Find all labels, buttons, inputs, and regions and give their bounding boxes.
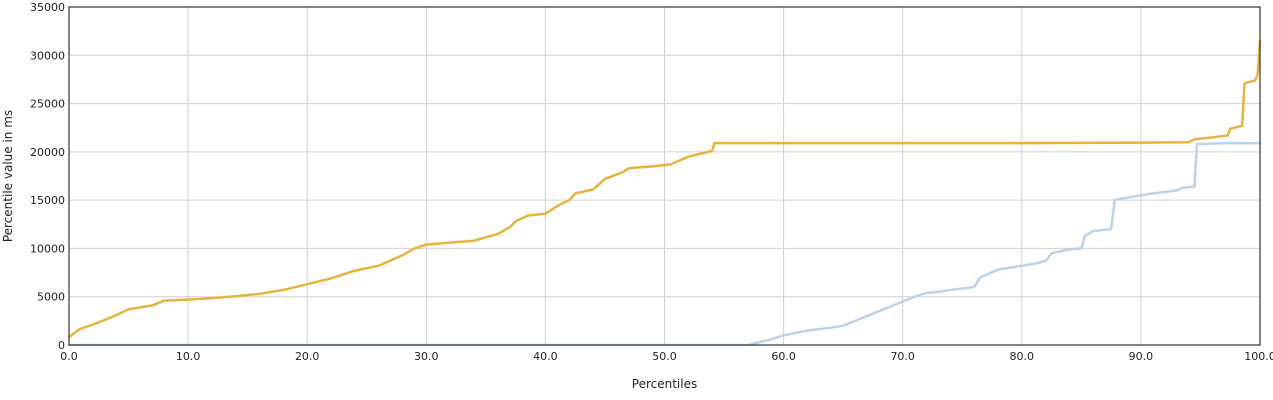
series-line-1 <box>67 39 1262 339</box>
x-tick-label: 60.0 <box>771 350 796 363</box>
plot-frame <box>68 6 1261 346</box>
y-tick-label: 25000 <box>30 98 65 111</box>
x-tick-label: 10.0 <box>176 350 201 363</box>
y-tick-label: 20000 <box>30 146 65 159</box>
x-tick-label: 0.0 <box>60 350 78 363</box>
x-tick-label: 80.0 <box>1010 350 1035 363</box>
x-axis-ticks: 0.0 10.0 20.0 30.0 40.0 50.0 60.0 70.0 80.0 90.0 1… <box>60 350 1273 363</box>
y-tick-label: 30000 <box>30 49 65 62</box>
y-axis-ticks: 0 5000 10000 15000 20000 25000 30000 35000 <box>30 1 65 352</box>
y-tick-label: 10000 <box>30 242 65 255</box>
x-tick-label: 90.0 <box>1129 350 1154 363</box>
y-tick-label: 0 <box>58 339 65 352</box>
x-tick-label: 100.0 <box>1244 350 1273 363</box>
y-tick-label: 15000 <box>30 194 65 207</box>
y-tick-label: 5000 <box>37 291 65 304</box>
y-axis-title: Percentile value in ms <box>1 110 15 242</box>
x-tick-label: 20.0 <box>295 350 320 363</box>
x-tick-label: 50.0 <box>652 350 677 363</box>
x-tick-label: 30.0 <box>414 350 439 363</box>
series-layer <box>67 39 1262 347</box>
y-tick-label: 35000 <box>30 1 65 14</box>
x-tick-label: 40.0 <box>533 350 558 363</box>
x-axis-title: Percentiles <box>632 377 697 391</box>
series-line-2 <box>67 141 1262 347</box>
x-tick-label: 70.0 <box>890 350 915 363</box>
